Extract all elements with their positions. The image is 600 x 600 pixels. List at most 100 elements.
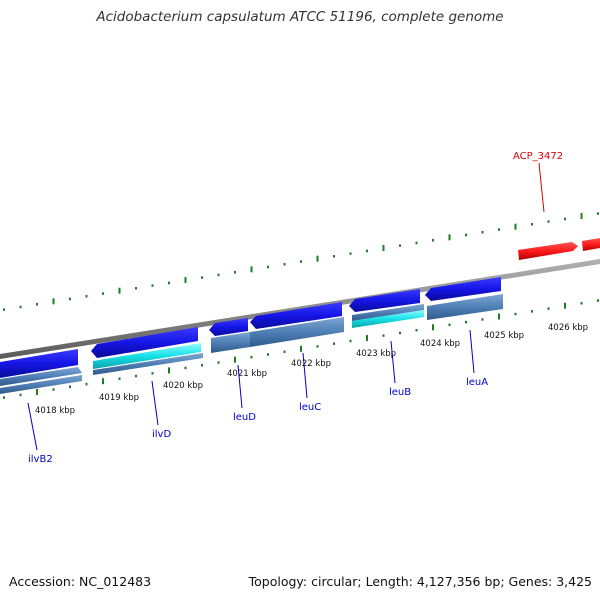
minor-tick	[300, 260, 302, 263]
cds-bar-2	[0, 375, 82, 394]
major-tick	[432, 324, 434, 331]
minor-tick	[547, 307, 550, 310]
leader-line-leud	[237, 364, 243, 409]
minor-tick	[349, 252, 352, 255]
gene-label-ilvd: ilvD	[152, 429, 171, 440]
cds-bar-7	[427, 294, 503, 320]
gene-arrow-ilvb2[interactable]	[0, 349, 78, 378]
major-tick	[118, 287, 121, 294]
leader-line-leub	[390, 340, 396, 384]
minor-tick	[366, 249, 368, 253]
gene-label-leud: leuD	[233, 412, 256, 423]
minor-tick	[514, 312, 517, 316]
genome-summary-text: Topology: circular; Length: 4,127,356 bp…	[248, 574, 592, 589]
major-tick	[382, 245, 385, 252]
scale-label: 4019 kbp	[99, 393, 139, 403]
outer-tick-track	[3, 212, 599, 311]
gene-arrow-leua[interactable]	[425, 277, 501, 301]
major-tick	[300, 345, 302, 352]
minor-tick	[283, 263, 286, 266]
minor-tick	[399, 244, 401, 247]
gene-label-leuc: leuC	[299, 402, 321, 413]
minor-tick	[531, 310, 533, 313]
cds-bar-5	[250, 317, 344, 347]
gene-arrow-leud[interactable]	[209, 318, 248, 336]
gene-arrow-acp-3472[interactable]	[518, 242, 578, 260]
minor-tick	[597, 212, 599, 215]
major-tick	[564, 302, 566, 309]
gene-arrow-partial-right[interactable]	[582, 238, 600, 251]
minor-tick	[85, 295, 88, 298]
minor-tick	[333, 342, 335, 345]
major-tick	[498, 313, 500, 320]
minor-tick	[448, 323, 451, 327]
minor-tick	[465, 233, 467, 237]
minor-tick	[19, 393, 22, 397]
cds-bar-6	[352, 304, 424, 321]
major-tick	[514, 223, 517, 230]
minor-tick	[217, 361, 220, 364]
minor-tick	[151, 284, 154, 287]
scale-label: 4026 kbp	[548, 323, 588, 333]
leader-line-ilvb2	[27, 402, 38, 451]
minor-tick	[267, 353, 269, 356]
minor-tick	[217, 273, 220, 277]
minor-tick	[564, 217, 566, 221]
label-leader-lines	[27, 162, 545, 451]
minor-tick	[382, 334, 385, 337]
major-tick	[168, 367, 170, 374]
minor-tick	[19, 305, 22, 309]
scale-labels: 4018 kbp 4019 kbp 4020 kbp 4021 kbp 4022…	[35, 323, 588, 416]
cds-bar-4	[211, 332, 250, 353]
major-tick	[184, 277, 187, 284]
scale-label: 4022 kbp	[291, 359, 331, 369]
inner-tick-track	[3, 299, 599, 399]
gene-arrow-leuc[interactable]	[250, 302, 342, 329]
gene-arrow-leub[interactable]	[349, 289, 420, 312]
minor-tick	[399, 331, 401, 335]
major-tick	[234, 356, 236, 363]
major-tick	[250, 266, 253, 273]
leader-line-acp-3472	[538, 162, 545, 213]
minor-tick	[135, 287, 137, 290]
major-tick	[36, 388, 38, 395]
scale-label: 4020 kbp	[163, 381, 203, 391]
minor-tick	[481, 230, 484, 234]
leader-line-leuc	[302, 352, 308, 399]
minor-tick	[432, 238, 434, 242]
gene-labels: ilvB2 ilvD leuD leuC leuB leuA ACP_3472	[28, 151, 563, 465]
gene-arrow-ilvd[interactable]	[91, 327, 198, 358]
major-tick	[52, 298, 55, 305]
minor-tick	[415, 241, 418, 245]
minor-tick	[597, 299, 599, 302]
scale-label: 4025 kbp	[484, 331, 524, 341]
minor-tick	[498, 228, 500, 231]
minor-tick	[69, 385, 71, 389]
gene-label-leub: leuB	[389, 387, 411, 398]
gene-label-leua: leuA	[466, 377, 488, 388]
minor-tick	[250, 355, 253, 359]
cds-bar-3	[93, 353, 203, 375]
gene-label-acp-3472: ACP_3472	[513, 151, 563, 162]
minor-tick	[415, 328, 418, 332]
major-tick	[102, 378, 104, 385]
minor-tick	[234, 271, 236, 274]
minor-tick	[580, 302, 583, 305]
minor-tick	[349, 339, 352, 343]
minor-tick	[36, 303, 38, 306]
minor-tick	[69, 297, 71, 301]
minor-tick	[102, 292, 104, 295]
minor-tick	[531, 222, 533, 226]
minor-tick	[201, 364, 203, 367]
minor-tick	[267, 265, 269, 269]
minor-tick	[85, 382, 88, 386]
minor-tick	[465, 320, 467, 324]
leader-line-ilvd	[151, 380, 159, 426]
minor-tick	[3, 396, 5, 399]
scale-label: 4023 kbp	[356, 349, 396, 359]
minor-tick	[118, 377, 121, 380]
cds-bar-cyan-1	[93, 343, 201, 369]
minor-tick	[3, 308, 5, 311]
scale-label: 4021 kbp	[227, 369, 267, 379]
